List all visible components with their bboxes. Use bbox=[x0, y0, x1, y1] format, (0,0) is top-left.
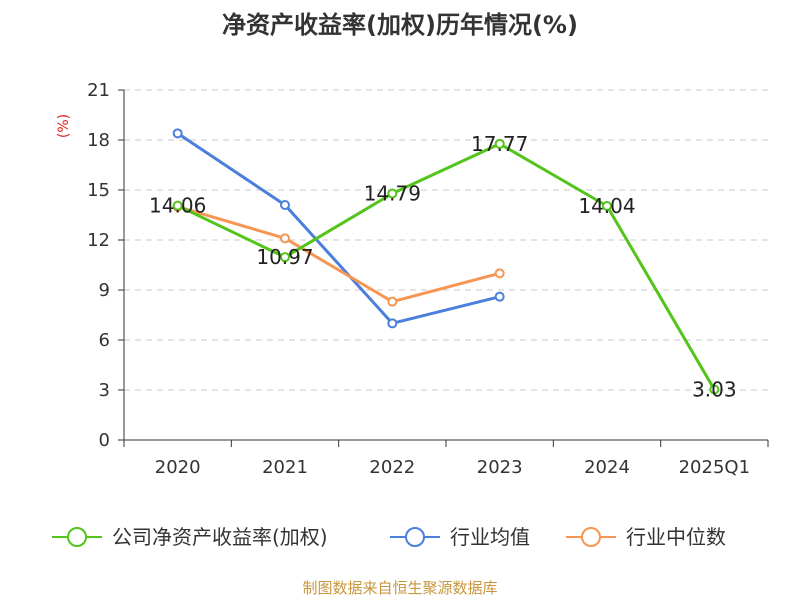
y-tick-label: 21 bbox=[87, 80, 110, 101]
legend-label: 行业均值 bbox=[450, 525, 530, 549]
series-line bbox=[176, 132, 501, 325]
x-tick-label: 2021 bbox=[262, 457, 308, 478]
legend-label: 行业中位数 bbox=[626, 525, 726, 549]
legend-item: 公司净资产收益率(加权) bbox=[52, 525, 328, 549]
series-lines bbox=[172, 128, 720, 395]
data-label: 14.04 bbox=[578, 194, 635, 218]
legend-label: 公司净资产收益率(加权) bbox=[112, 525, 328, 549]
data-label: 14.06 bbox=[149, 194, 206, 218]
x-tick-label: 2022 bbox=[369, 457, 415, 478]
y-tick-label: 18 bbox=[87, 130, 110, 151]
x-tick-label: 2025Q1 bbox=[679, 457, 750, 478]
x-tick-label: 2023 bbox=[477, 457, 523, 478]
legend-marker bbox=[67, 527, 87, 547]
y-axis-unit-label: (%) bbox=[56, 114, 72, 138]
data-point bbox=[494, 268, 505, 279]
y-tick-label: 12 bbox=[87, 230, 110, 251]
data-point bbox=[387, 188, 398, 199]
data-label: 10.97 bbox=[256, 245, 313, 269]
series-line bbox=[177, 142, 716, 391]
x-tick-label: 2024 bbox=[584, 457, 630, 478]
legend-marker bbox=[405, 527, 425, 547]
data-point bbox=[280, 200, 290, 210]
axes: 0 3 6 9 12 15 18 21 2020 2021 2022 2023 2024 2025Q1 bbox=[87, 80, 769, 478]
data-label: 3.03 bbox=[692, 378, 737, 402]
y-tick-label: 9 bbox=[99, 280, 110, 301]
source-note: 制图数据来自恒生聚源数据库 bbox=[302, 579, 497, 597]
data-label: 14.79 bbox=[364, 182, 421, 206]
grid-lines bbox=[124, 89, 768, 391]
series-line bbox=[177, 205, 501, 304]
legend-marker bbox=[581, 527, 601, 547]
data-point bbox=[494, 138, 505, 149]
data-point bbox=[280, 233, 290, 244]
data-point bbox=[494, 291, 505, 302]
series-1 bbox=[172, 128, 505, 329]
chart-title: 净资产收益率(加权)历年情况(%) bbox=[222, 11, 578, 39]
legend: 公司净资产收益率(加权) 行业均值 行业中位数 bbox=[52, 525, 726, 549]
y-tick-label: 3 bbox=[99, 380, 110, 401]
data-point bbox=[387, 318, 398, 329]
data-point bbox=[602, 201, 612, 211]
legend-item: 行业中位数 bbox=[566, 525, 726, 549]
data-point bbox=[172, 200, 183, 211]
data-labels: 14.06 10.97 14.79 17.77 14.04 3.03 bbox=[149, 132, 737, 402]
y-tick-label: 6 bbox=[99, 330, 110, 351]
data-label: 17.77 bbox=[471, 132, 528, 156]
x-tick-label: 2020 bbox=[155, 457, 201, 478]
data-point bbox=[172, 128, 183, 139]
y-tick-label: 15 bbox=[87, 180, 110, 201]
y-tick-label: 0 bbox=[99, 430, 110, 451]
data-point bbox=[709, 384, 720, 395]
data-point bbox=[387, 296, 398, 307]
series-0 bbox=[172, 138, 720, 395]
legend-item: 行业均值 bbox=[390, 525, 530, 549]
data-point bbox=[280, 252, 290, 263]
